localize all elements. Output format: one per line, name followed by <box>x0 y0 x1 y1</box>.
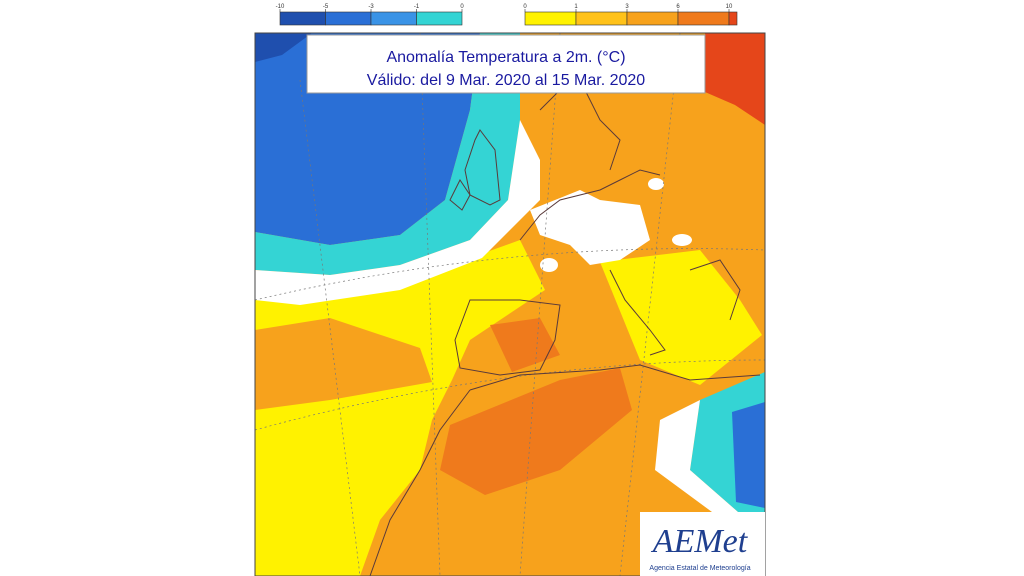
region-mild-warm <box>600 250 762 385</box>
colorbar-tick-label: 6 <box>676 4 680 10</box>
colorbar-tick-label: 0 <box>460 4 464 10</box>
subtitle: Válido: del 9 Mar. 2020 al 15 Mar. 2020 <box>367 72 646 89</box>
colorbar-tick-label: 0 <box>523 4 527 10</box>
region-warm <box>255 318 432 410</box>
colorbar-segment <box>524 11 577 26</box>
colorbar-tick-label: 1 <box>574 4 578 10</box>
region-neutral <box>655 400 738 512</box>
colorbars: -10 -5 -3 -1 0 0 1 3 6 10 <box>276 4 738 26</box>
anomaly-map <box>255 33 765 576</box>
region-cold <box>732 402 765 508</box>
region-warmer <box>490 318 560 372</box>
region-neutral <box>540 178 692 272</box>
colorbar-segment <box>416 11 463 26</box>
colorbar-segment <box>370 11 417 26</box>
logo: AEMet <box>651 523 749 560</box>
colorbar-segment <box>728 11 738 26</box>
colorbar-segment <box>279 11 326 26</box>
region-neutral <box>530 190 650 265</box>
colorbar-segment <box>575 11 628 26</box>
region-neutral <box>255 120 540 305</box>
colorbar-segment <box>626 11 679 26</box>
title: Anomalía Temperatura a 2m. (°C) <box>386 49 625 66</box>
region-warmer <box>440 368 632 495</box>
region-very-cold <box>255 33 312 62</box>
colorbar-segment <box>677 11 730 26</box>
region-strong-warm <box>705 33 765 125</box>
colorbar-tick-label: -3 <box>368 4 374 10</box>
region-cool <box>255 33 520 275</box>
logo-box <box>640 512 765 576</box>
map-frame <box>254 32 766 576</box>
colorbar-tick-label: -1 <box>414 4 420 10</box>
colorbar-tick-label: -5 <box>323 4 329 10</box>
logo-subtitle: Agencia Estatal de Meteorología <box>649 565 750 572</box>
colorbar-tick-label: 3 <box>625 4 629 10</box>
colorbar-segment <box>325 11 372 26</box>
title-box <box>306 34 706 94</box>
colorbar-tick-label: 10 <box>726 4 733 10</box>
colorbar-tick-label: -10 <box>276 4 285 10</box>
